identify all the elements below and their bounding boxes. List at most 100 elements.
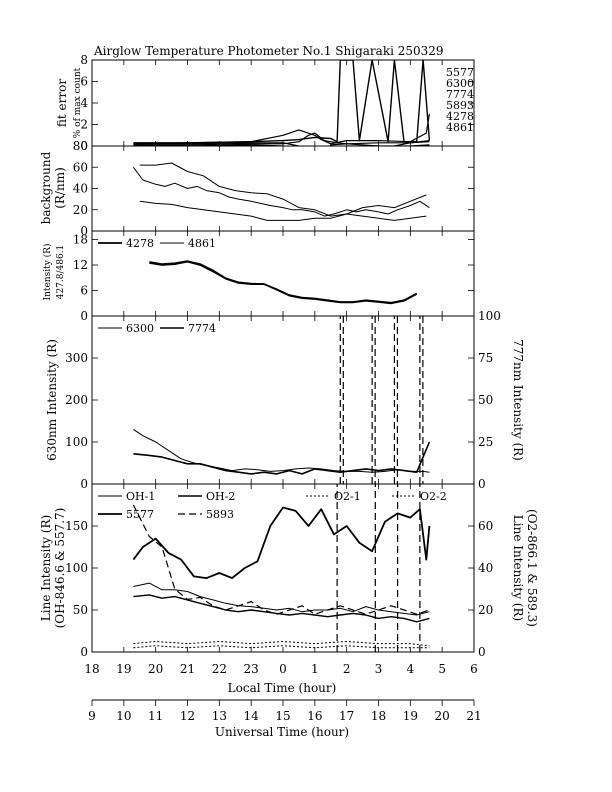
red-series-7774 — [133, 441, 431, 475]
line-series-5893 — [132, 504, 430, 615]
blue-ytick-label: 12 — [73, 258, 88, 272]
bg-series-line — [139, 162, 427, 217]
line-ylabel: Line Intensity (R) — [39, 515, 53, 621]
ut-tick-label: 12 — [180, 709, 195, 723]
line-series-group — [132, 484, 431, 652]
bg-ytick-label: 0 — [80, 224, 88, 238]
bg-ytick-label: 60 — [73, 160, 88, 174]
ut-tick-label: 10 — [116, 709, 131, 723]
fit-series-line — [133, 141, 430, 146]
local-tick-label: 2 — [343, 662, 351, 676]
ut-tick-label: 21 — [466, 709, 481, 723]
line-y2label: Line Intensity (R) — [511, 515, 525, 621]
bg-frame — [91, 145, 475, 232]
line-legend-label: 5577 — [126, 508, 154, 521]
blue-ytick-label: 6 — [80, 284, 88, 298]
bg-series-line — [132, 167, 430, 217]
local-tick-label: 19 — [116, 662, 131, 676]
panel-line-intensity: 0 50 100 150 0 20 40 60 OH-1 OH-2 O2-1 O2-2 5577 5893… — [39, 483, 539, 659]
line-y2label-2: (O2-866.1 & 589.3) — [525, 509, 539, 627]
line-legend-label: O2-1 — [334, 490, 361, 503]
ut-tick-label: 13 — [212, 709, 227, 723]
universal-time-label: Universal Time (hour) — [215, 725, 349, 739]
fit-legend-entry: 4278 — [446, 110, 474, 123]
fit-ytick-label: 8 — [80, 53, 88, 67]
line-ytick-label: 100 — [65, 561, 88, 575]
blue-ytick-label: 18 — [73, 233, 88, 247]
fit-legend-entry: 7774 — [446, 88, 474, 101]
red-y2tick-label: 0 — [478, 477, 486, 491]
panel-630-777: 0 100 200 300 0 25 50 75 100 6300 7774 630nm Intens… — [45, 309, 525, 491]
red-ytick-label: 0 — [80, 477, 88, 491]
local-time-axis: 18 19 20 21 22 23 0 1 2 3 4 5 6 — [84, 662, 477, 676]
local-tick-label: 5 — [438, 662, 446, 676]
fit-series-line — [133, 60, 431, 144]
fit-ytick-label: 0 — [80, 139, 88, 153]
blue-series-line — [149, 260, 417, 303]
ut-tick-label: 11 — [148, 709, 163, 723]
panel-intensity-blue: 0 6 12 18 4278 4861 Intensity (R) 427.8/486.1 — [42, 230, 475, 323]
line-series-O2-1 — [133, 641, 430, 647]
bg-series-group — [132, 162, 430, 221]
red-ytick-label: 300 — [65, 351, 88, 365]
blue-ylabel-2: 427.8/486.1 — [56, 245, 66, 300]
line-y2tick-label: 40 — [478, 561, 493, 575]
fit-series-line — [133, 144, 430, 146]
red-y2tick-label: 50 — [478, 393, 493, 407]
local-tick-label: 4 — [407, 662, 415, 676]
local-tick-label: 0 — [279, 662, 287, 676]
local-tick-label: 18 — [84, 662, 99, 676]
fit-ytick-label: 2 — [80, 118, 88, 132]
red-ytick-label: 100 — [65, 435, 88, 449]
red-series-6300 — [133, 428, 430, 473]
ut-tick-label: 15 — [275, 709, 290, 723]
fit-series-group — [133, 60, 431, 146]
red-y2tick-label: 25 — [478, 435, 493, 449]
local-tick-label: 6 — [470, 662, 478, 676]
line-ytick-label: 50 — [73, 603, 88, 617]
fit-legend-entry: 5577 — [446, 66, 474, 79]
bg-ylabel-2: (R/nm) — [53, 167, 67, 209]
fit-legend-entry: 5893 — [446, 99, 474, 112]
line-y2tick-label: 60 — [478, 519, 493, 533]
line-y2tick-label: 20 — [478, 603, 493, 617]
panel-fit-error: 0 2 4 6 8 fit error % of max count 557763007774… — [55, 53, 475, 153]
fit-ylabel: fit error — [55, 79, 69, 127]
red-series-group — [133, 316, 431, 484]
ut-tick-label: 9 — [88, 709, 96, 723]
chart-title: Airglow Temperature Photometer No.1 Shig… — [93, 44, 444, 58]
red-y2label: 777nm Intensity (R) — [511, 339, 525, 461]
ut-tick-label: 19 — [403, 709, 418, 723]
red-legend-label: 6300 — [126, 322, 154, 335]
bg-ytick-label: 80 — [73, 139, 88, 153]
line-series-O2-2 — [133, 645, 430, 649]
fit-ytick-label: 6 — [80, 75, 88, 89]
fit-series-line — [133, 113, 430, 145]
red-ytick-label: 200 — [65, 393, 88, 407]
line-legend-label: OH-1 — [126, 490, 155, 503]
local-tick-label: 3 — [375, 662, 383, 676]
blue-ytick-label: 0 — [80, 309, 88, 323]
bg-ylabel: background — [39, 151, 53, 224]
line-legend-label: 5893 — [206, 508, 234, 521]
blue-ylabel: Intensity (R) — [42, 244, 53, 301]
ut-tick-label: 16 — [307, 709, 322, 723]
line-legend-label: O2-2 — [420, 490, 447, 503]
local-tick-label: 21 — [180, 662, 195, 676]
blue-series-group — [149, 260, 418, 305]
fit-legend-entry: 6300 — [446, 77, 474, 90]
line-legend-label: OH-2 — [206, 490, 235, 503]
line-series-OH-1 — [133, 582, 430, 616]
fit-legend-entry: 4861 — [446, 121, 474, 134]
universal-time-axis: 9 10 11 12 13 14 15 16 17 18 19 20 21 — [88, 699, 482, 723]
blue-legend-label: 4278 — [126, 237, 154, 250]
bg-series-line — [139, 200, 427, 221]
ut-tick-label: 14 — [244, 709, 260, 723]
local-time-label: Local Time (hour) — [228, 681, 337, 695]
ut-tick-label: 20 — [435, 709, 450, 723]
local-tick-label: 20 — [148, 662, 163, 676]
line-ylabel-2: (OH-846.6 & 557.7) — [53, 508, 67, 629]
line-series-OH-2 — [133, 594, 430, 623]
bg-ytick-label: 20 — [73, 203, 88, 217]
